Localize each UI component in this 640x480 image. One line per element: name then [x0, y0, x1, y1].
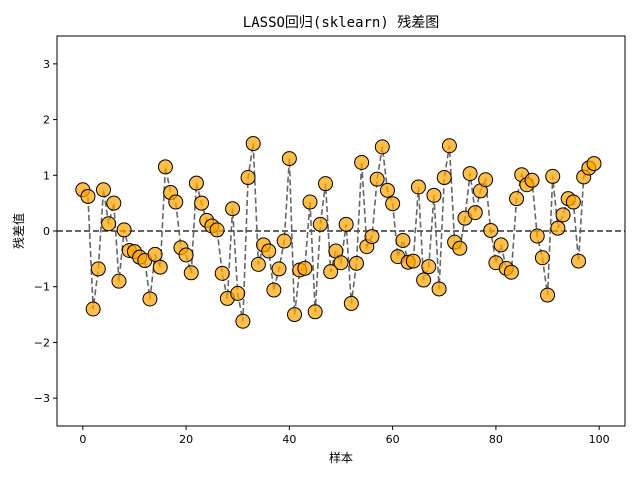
y-tick-label: 0 — [43, 225, 50, 238]
data-point — [354, 154, 370, 170]
data-point — [276, 233, 292, 249]
x-tick-label: 80 — [489, 433, 503, 446]
data-point — [245, 136, 261, 152]
data-point — [250, 256, 266, 272]
data-point — [431, 281, 447, 297]
data-point — [240, 170, 256, 186]
data-point — [364, 229, 380, 245]
data-point — [235, 313, 251, 329]
data-point — [168, 194, 184, 210]
data-point — [85, 301, 101, 317]
data-point — [147, 246, 163, 262]
y-tick-label: 1 — [43, 169, 50, 182]
data-point — [348, 255, 364, 271]
data-point — [545, 168, 561, 184]
y-tick-label: −3 — [34, 392, 50, 405]
data-point — [462, 166, 478, 182]
data-point — [493, 237, 509, 253]
data-point — [80, 188, 96, 204]
data-point — [379, 182, 395, 198]
plot-frame — [56, 35, 626, 427]
data-point — [452, 240, 468, 256]
data-point — [323, 264, 339, 280]
data-point — [90, 261, 106, 277]
data-point — [385, 196, 401, 212]
data-point — [297, 260, 313, 276]
y-tick-label: −2 — [34, 336, 50, 349]
data-point — [410, 179, 426, 195]
data-point — [550, 220, 566, 236]
data-point — [157, 159, 173, 175]
data-point — [111, 273, 127, 289]
data-point — [116, 222, 132, 238]
data-point — [586, 156, 602, 172]
x-tick-label: 60 — [386, 433, 400, 446]
data-point — [374, 139, 390, 155]
chart-title: LASSO回归(sklearn) 残差图 — [243, 14, 439, 31]
data-point — [524, 172, 540, 188]
data-point — [503, 264, 519, 280]
data-point — [421, 259, 437, 275]
data-point — [436, 170, 452, 186]
data-point — [95, 182, 111, 198]
data-point — [281, 151, 297, 167]
y-axis-label: 残差值 — [11, 213, 26, 249]
data-point — [416, 272, 432, 288]
data-point — [209, 222, 225, 238]
data-point — [565, 194, 581, 210]
data-point — [287, 307, 303, 323]
data-point — [261, 243, 277, 259]
data-point — [571, 253, 587, 269]
data-point — [534, 250, 550, 266]
data-point — [343, 295, 359, 311]
data-point — [101, 216, 117, 232]
y-tick-label: 2 — [43, 114, 50, 127]
data-point — [483, 222, 499, 238]
x-axis-label: 样本 — [329, 450, 353, 465]
x-tick-label: 0 — [79, 433, 86, 446]
x-tick-label: 100 — [589, 433, 610, 446]
data-point — [369, 171, 385, 187]
data-point — [426, 187, 442, 203]
data-point — [106, 195, 122, 211]
data-point — [188, 175, 204, 191]
data-point — [225, 201, 241, 217]
y-tick-label: 3 — [43, 58, 50, 71]
data-point — [333, 255, 349, 271]
data-point — [271, 261, 287, 277]
data-point — [142, 291, 158, 307]
data-point — [214, 265, 230, 281]
x-tick-label: 40 — [282, 433, 296, 446]
data-point — [178, 247, 194, 263]
x-tick-label: 20 — [179, 433, 193, 446]
data-point — [183, 265, 199, 281]
data-point — [302, 194, 318, 210]
data-point — [529, 228, 545, 244]
data-point — [395, 232, 411, 248]
data-point — [540, 287, 556, 303]
data-point — [194, 195, 210, 211]
data-point — [467, 205, 483, 221]
data-point — [318, 176, 334, 192]
data-point — [312, 216, 328, 232]
data-point — [509, 191, 525, 207]
data-point — [555, 207, 571, 223]
data-point — [478, 172, 494, 188]
plot-area — [57, 136, 625, 329]
data-point — [441, 138, 457, 154]
y-tick-label: −1 — [34, 281, 50, 294]
data-point — [405, 253, 421, 269]
data-point — [152, 259, 168, 275]
data-point — [230, 285, 246, 301]
axis-ticks: 0 20 40 60 80 100 −3 −2 −1 0 1 2 3 — [34, 58, 610, 446]
data-point — [338, 216, 354, 232]
data-point — [266, 282, 282, 298]
data-point — [307, 304, 323, 320]
